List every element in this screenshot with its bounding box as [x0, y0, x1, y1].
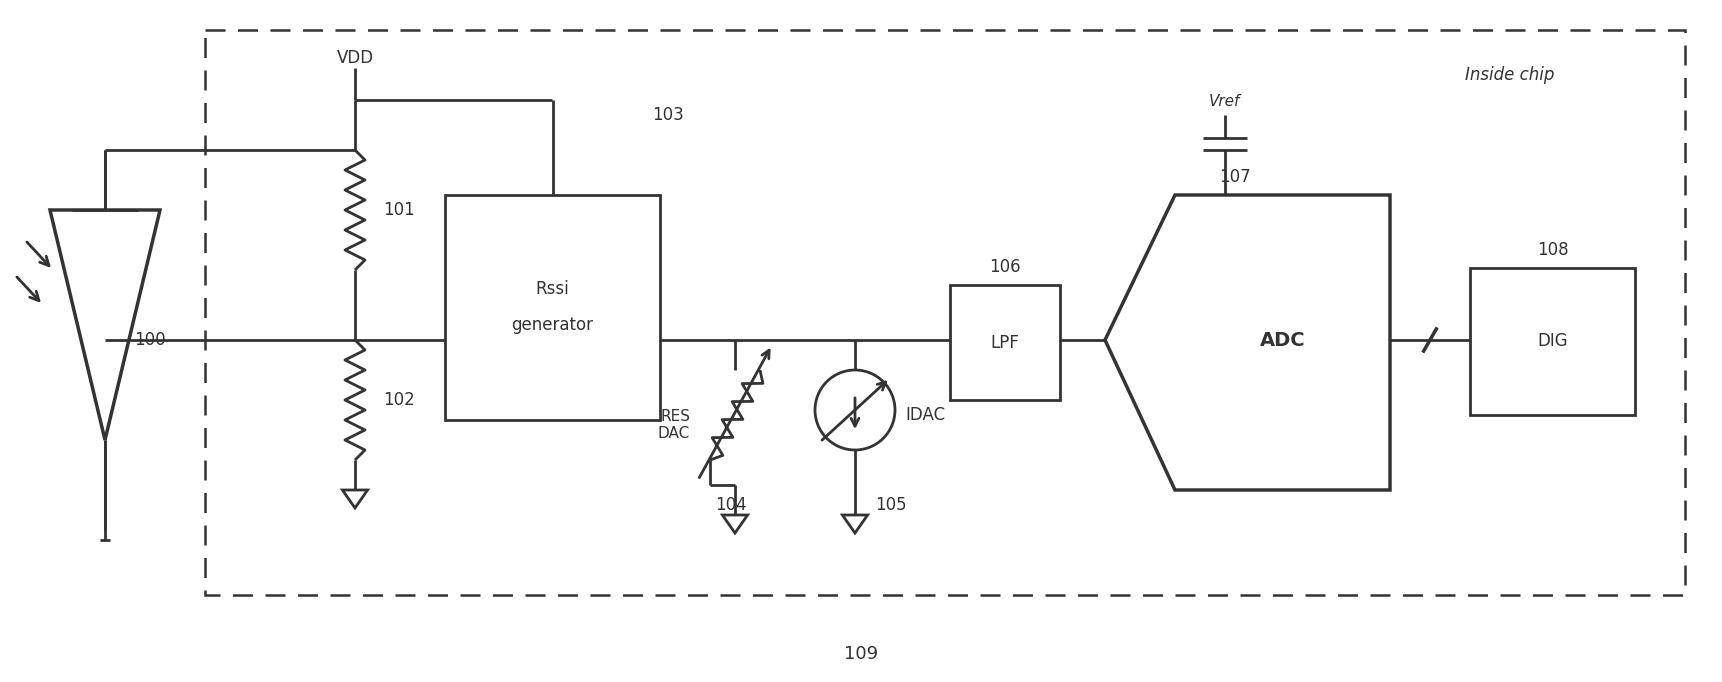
Text: 104: 104 — [715, 496, 747, 514]
Text: 109: 109 — [844, 645, 878, 663]
Text: Vref: Vref — [1209, 95, 1240, 110]
Text: DIG: DIG — [1538, 333, 1567, 351]
Text: RES
DAC: RES DAC — [658, 409, 691, 441]
Text: 102: 102 — [382, 391, 415, 409]
Text: 105: 105 — [875, 496, 906, 514]
Text: IDAC: IDAC — [906, 406, 945, 424]
Text: 101: 101 — [382, 201, 415, 219]
Text: Inside chip: Inside chip — [1465, 66, 1555, 84]
Text: Rssi: Rssi — [536, 280, 570, 299]
Text: 108: 108 — [1536, 241, 1569, 259]
Text: 107: 107 — [1219, 168, 1250, 186]
Text: VDD: VDD — [336, 49, 374, 67]
Text: LPF: LPF — [990, 333, 1019, 351]
Text: 103: 103 — [653, 106, 684, 124]
Text: 106: 106 — [988, 258, 1021, 276]
Text: ADC: ADC — [1261, 331, 1305, 349]
Text: generator: generator — [511, 316, 594, 334]
Text: 100: 100 — [134, 331, 165, 349]
